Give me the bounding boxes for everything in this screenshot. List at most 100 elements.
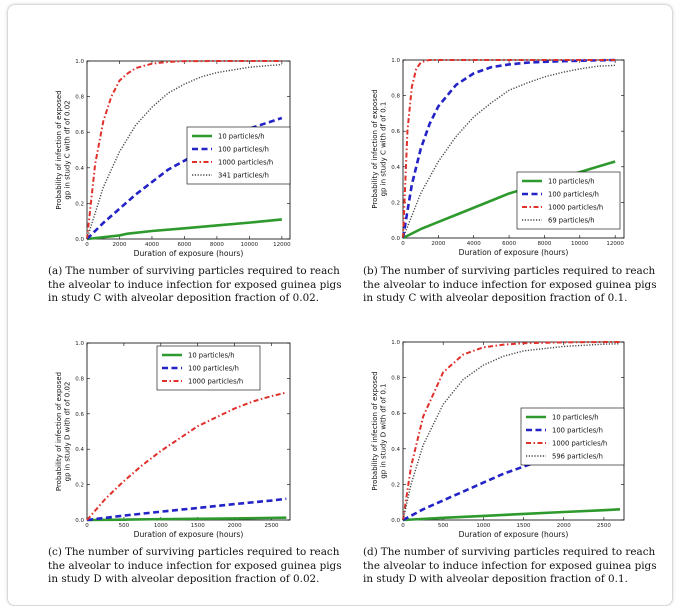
x-tick-label: 500 — [119, 523, 130, 529]
caption-c: (c) The number of surviving particles req… — [48, 546, 343, 587]
y-tick-label: 0.0 — [391, 236, 400, 242]
x-tick-label: 8000 — [210, 242, 224, 248]
x-tick-label: 6000 — [177, 242, 191, 248]
series-line — [86, 218, 283, 241]
y-tick-label: 0.4 — [75, 447, 84, 453]
y-tick-label: 0.0 — [75, 237, 84, 243]
chart-2: 0 500 1000 1500 2000 2500 0.0 0.2 0.4 0.6 0.8 1.0 Du… — [55, 341, 291, 539]
legend-label: 100 particles/h — [188, 365, 239, 373]
caption-label: (a) — [48, 265, 63, 277]
caption-d: (d) The number of surviving particles req… — [363, 546, 658, 587]
caption-text: The number of surviving particles requir… — [363, 546, 657, 585]
x-tick-label: 500 — [438, 523, 449, 529]
legend-label: 10 particles/h — [218, 133, 265, 141]
chart-1: 0 2000 4000 6000 8000 10000 12000 0.0 0.2 0.4 0.6 0… — [371, 58, 624, 257]
y-tick-label: 0.6 — [391, 411, 400, 417]
x-tick-label: 8000 — [537, 241, 551, 247]
plot-frame — [402, 59, 625, 239]
legend-label: 10 particles/h — [548, 178, 595, 186]
y-tick-label: 0.6 — [75, 130, 84, 136]
x-axis-label: Duration of exposure (hours) — [134, 530, 244, 539]
x-tick-label: 12000 — [273, 242, 291, 248]
y-tick-label: 0.2 — [75, 483, 84, 489]
legend-label: 1000 particles/h — [188, 378, 243, 386]
series-line — [86, 116, 283, 240]
legend-label: 10 particles/h — [188, 352, 235, 360]
x-axis-label: Duration of exposure (hours) — [459, 248, 569, 257]
x-tick-label: 10000 — [241, 242, 259, 248]
x-tick-label: 0 — [401, 523, 405, 529]
y-axis-label: Probability of infection of exposed — [55, 372, 63, 491]
series-line — [402, 508, 621, 522]
series-line — [402, 59, 616, 239]
y-axis-label: Probability of infection of exposed — [371, 371, 379, 490]
y-axis-label: Probability of infection of exposed — [55, 90, 63, 209]
x-tick-label: 0 — [85, 242, 89, 248]
y-tick-label: 1.0 — [75, 59, 84, 65]
x-axis-label: Duration of exposure (hours) — [134, 249, 244, 258]
caption-label: (c) — [48, 546, 62, 558]
legend-label: 341 particles/h — [218, 172, 269, 180]
series-line — [401, 58, 616, 239]
figure-plots: 0 2000 4000 6000 8000 10000 120000.00.20.40.60… — [55, 58, 625, 539]
x-tick-label: 0 — [401, 241, 405, 247]
y-axis-label: gp in study C with df of 0.02 — [64, 100, 72, 199]
legend-label: 1000 particles/h — [552, 440, 607, 448]
series-line — [402, 343, 620, 521]
y-tick-label: 0.2 — [391, 200, 400, 206]
y-axis-label: gp in study D with df of 0.02 — [64, 382, 72, 482]
x-tick-label: 4000 — [467, 241, 481, 247]
y-axis-label: gp in study D with df of 0.1 — [380, 383, 388, 478]
series-line — [86, 497, 287, 522]
legend-label: 100 particles/h — [548, 191, 599, 199]
series-line — [86, 391, 287, 521]
chart-0: 0 2000 4000 6000 8000 10000 12000 0.0 0.2 0.4 0.6 0… — [55, 59, 291, 258]
caption-a: (a) The number of surviving particles req… — [48, 265, 343, 306]
figure-frame — [7, 4, 673, 606]
series-line — [402, 64, 616, 239]
legend-label: 1000 particles/h — [218, 159, 273, 167]
y-tick-label: 0.8 — [391, 376, 400, 382]
y-axis-label: Probability of infection of exposed — [371, 89, 379, 208]
legend-label: 1000 particles/h — [548, 204, 603, 212]
x-tick-label: 2000 — [557, 523, 571, 529]
y-tick-label: 0.0 — [75, 518, 84, 524]
caption-label: (b) — [363, 265, 378, 277]
x-tick-label: 2000 — [431, 241, 445, 247]
caption-text: The number of surviving particles requir… — [363, 265, 657, 304]
y-tick-label: 1.0 — [391, 340, 400, 346]
y-tick-label: 0.2 — [391, 482, 400, 488]
series-line — [402, 341, 620, 521]
y-tick-label: 0.0 — [391, 518, 400, 524]
y-tick-label: 0.4 — [391, 165, 400, 171]
y-axis-label: gp in study C with df of 0.1 — [380, 102, 388, 197]
y-tick-label: 0.4 — [391, 447, 400, 453]
y-tick-label: 0.4 — [75, 166, 84, 172]
caption-text: The number of surviving particles requir… — [48, 546, 342, 585]
caption-label: (d) — [363, 546, 378, 558]
x-tick-label: 4000 — [145, 242, 159, 248]
y-tick-label: 0.2 — [75, 201, 84, 207]
series-line — [86, 516, 287, 522]
y-tick-label: 0.8 — [75, 95, 84, 101]
chart-3: 0 500 1000 1500 2000 2500 0.0 0.2 0.4 0.6 0.8 1.0 Du… — [371, 340, 625, 539]
x-axis-label: Duration of exposure (hours) — [459, 530, 569, 539]
caption-b: (b) The number of surviving particles req… — [363, 265, 658, 306]
x-tick-label: 2000 — [112, 242, 126, 248]
x-tick-label: 1500 — [191, 523, 205, 529]
x-tick-label: 10000 — [571, 241, 589, 247]
series-line — [402, 433, 621, 522]
y-tick-label: 0.8 — [391, 94, 400, 100]
x-tick-label: 2000 — [228, 523, 242, 529]
legend-label: 10 particles/h — [552, 414, 599, 422]
caption-text: The number of surviving particles requir… — [48, 265, 342, 304]
series-line — [86, 60, 282, 240]
x-tick-label: 2500 — [265, 523, 279, 529]
y-tick-label: 1.0 — [391, 58, 400, 64]
y-tick-label: 0.6 — [391, 129, 400, 135]
y-tick-label: 0.8 — [75, 376, 84, 382]
x-tick-label: 1000 — [154, 523, 168, 529]
x-tick-label: 1000 — [476, 523, 490, 529]
legend-label: 69 particles/h — [548, 217, 595, 225]
y-tick-label: 1.0 — [75, 341, 84, 347]
